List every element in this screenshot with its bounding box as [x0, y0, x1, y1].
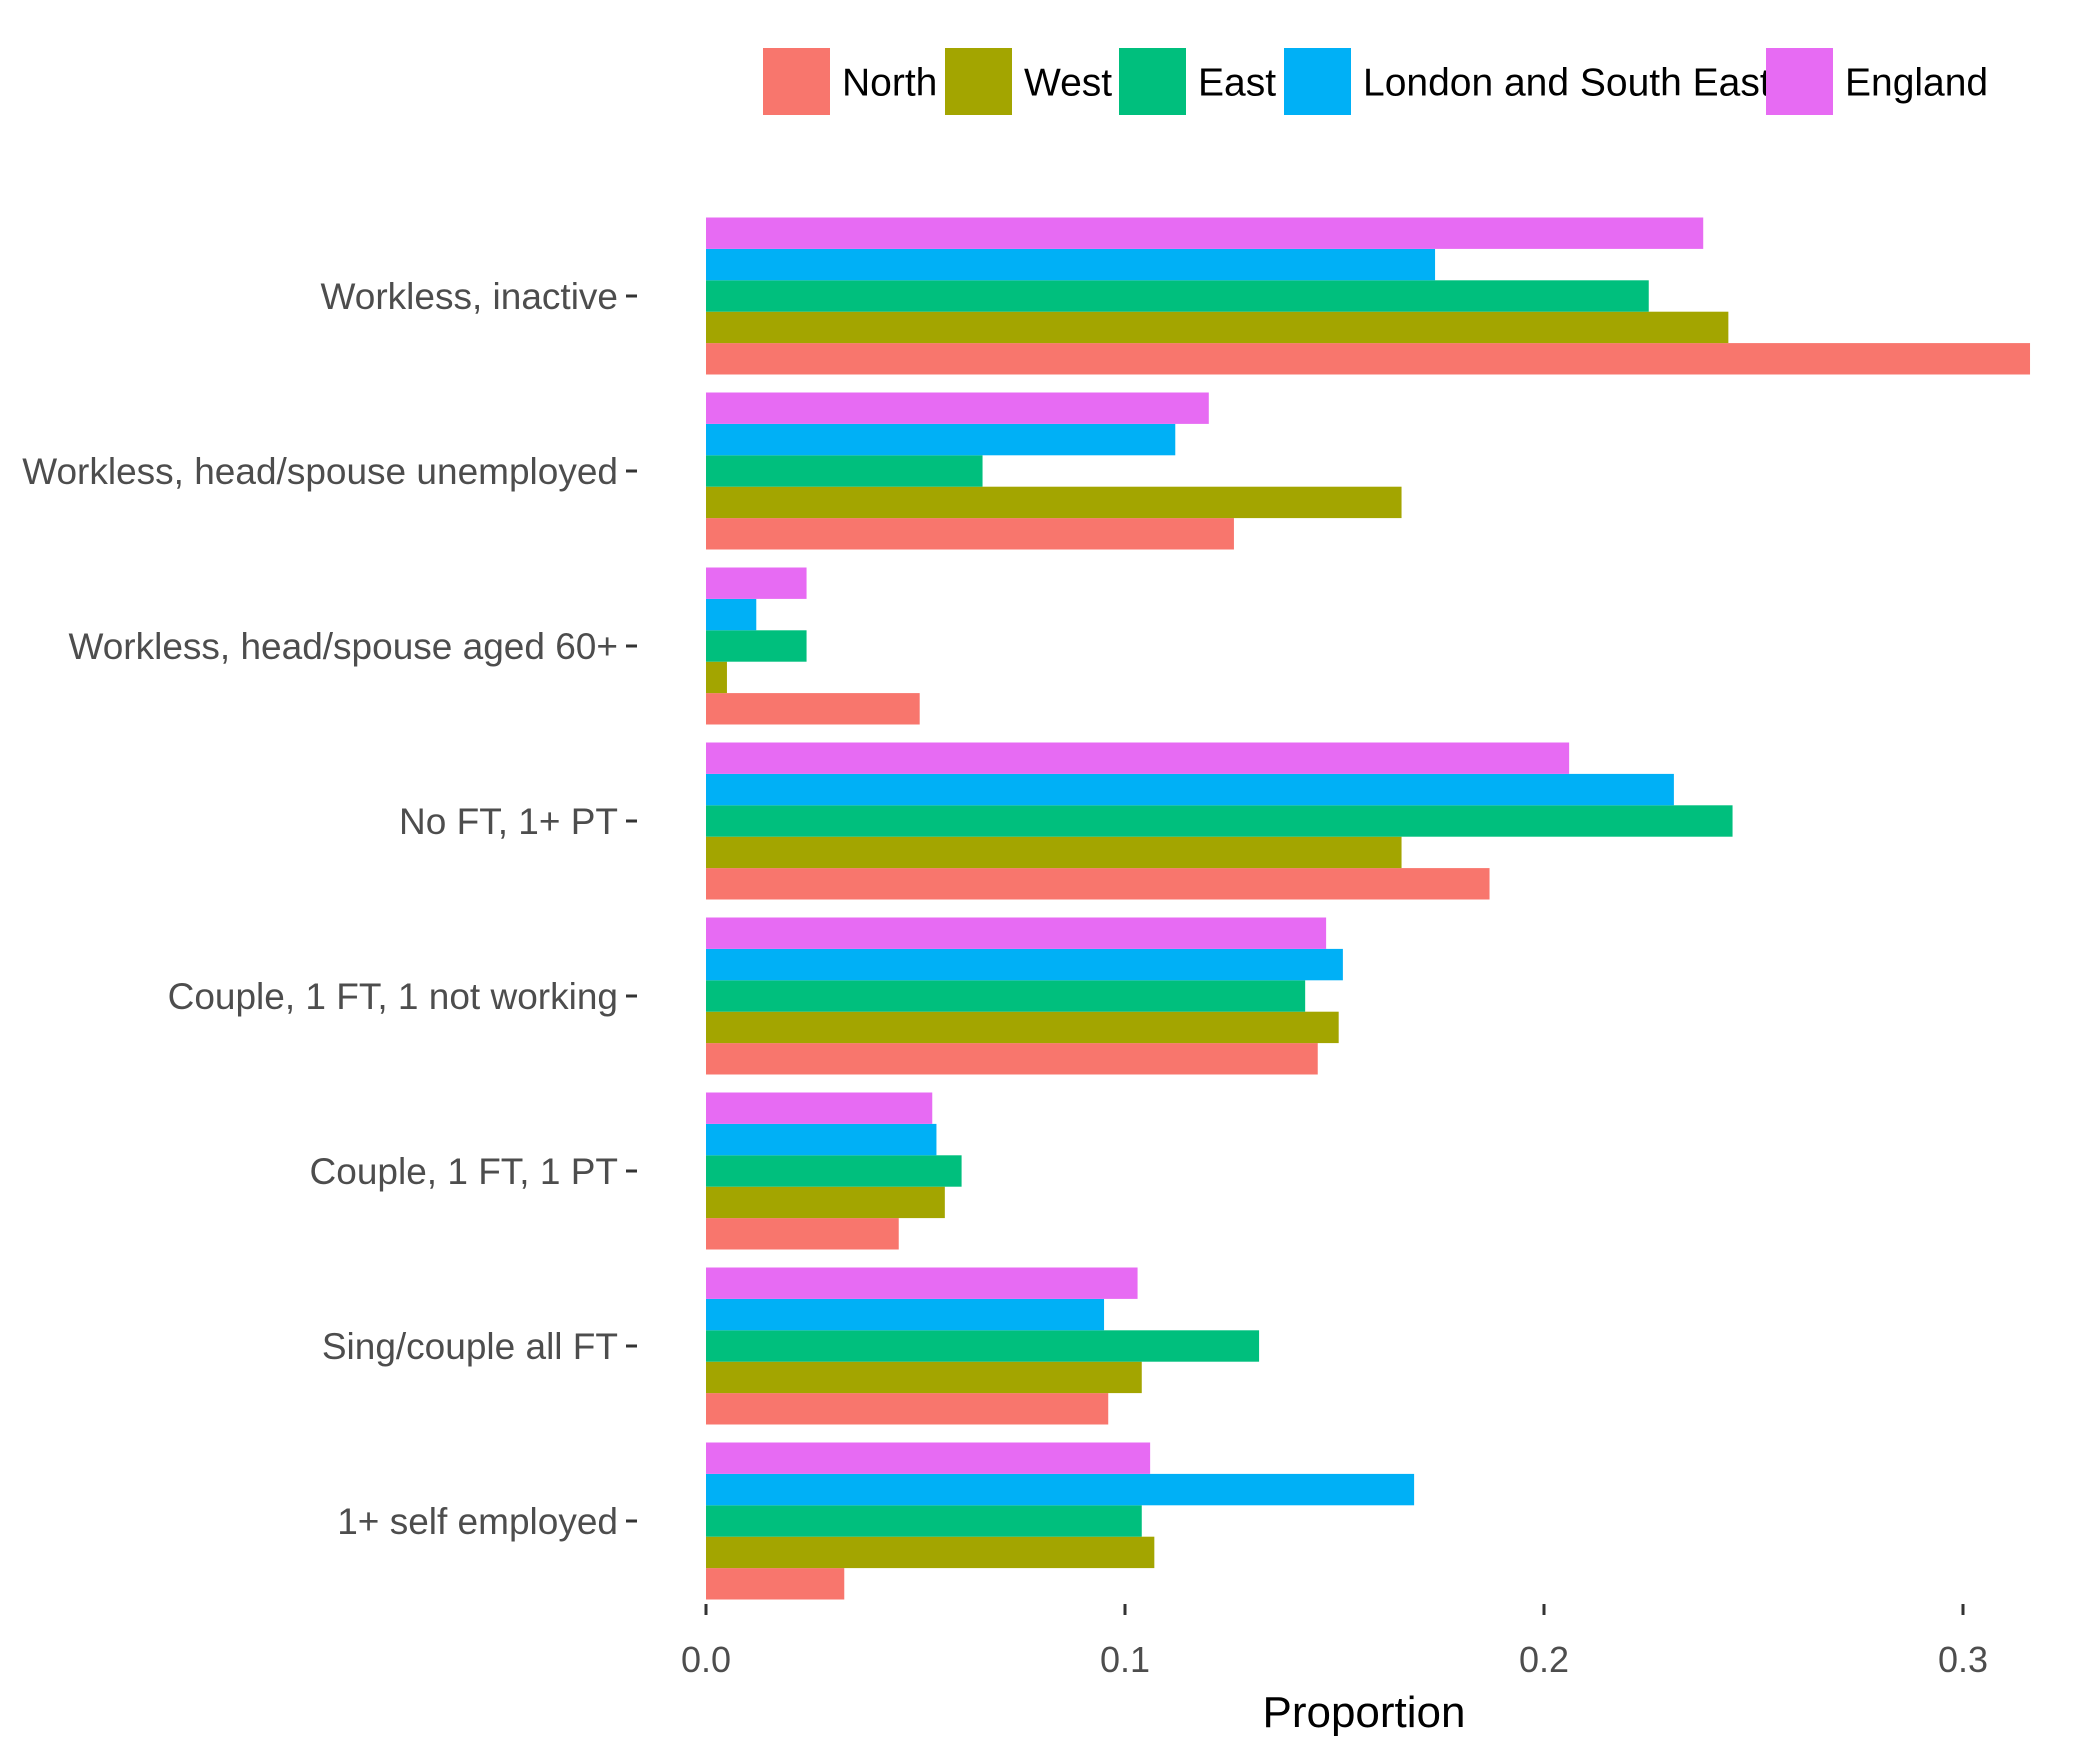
legend-key-england — [1766, 48, 1833, 115]
x-tick-label: 0.2 — [1519, 1639, 1569, 1680]
bar-west-4 — [706, 836, 1402, 869]
bar-west-8 — [706, 1536, 1155, 1569]
y-tick-label: Couple, 1 FT, 1 not working — [168, 976, 618, 1017]
legend-label: North — [842, 62, 937, 105]
legend: North West East London and South East Englan… — [763, 48, 1988, 115]
bar-east-7 — [706, 1330, 1260, 1362]
bar-england-7 — [706, 1267, 1138, 1299]
bar-north-3 — [706, 693, 920, 725]
y-axis: Workless, inactive Workless, head/spouse … — [22, 276, 637, 1542]
legend-key-west — [945, 48, 1012, 115]
bar-west-7 — [706, 1361, 1142, 1394]
bar-north-1 — [706, 343, 2031, 375]
bar-england-1 — [706, 217, 1704, 249]
bar-north-7 — [706, 1393, 1109, 1425]
bar-east-8 — [706, 1505, 1142, 1537]
bar-north-8 — [706, 1568, 845, 1600]
legend-label: West — [1024, 62, 1112, 105]
bar-north-6 — [706, 1218, 899, 1250]
bar-west-3 — [706, 661, 727, 694]
legend-key-london-and-south-east — [1284, 48, 1351, 115]
bar-london-and-south-east-5 — [706, 948, 1343, 981]
y-tick-label: Workless, head/spouse aged 60+ — [68, 626, 618, 667]
bar-east-3 — [706, 630, 807, 662]
bar-west-5 — [706, 1011, 1339, 1044]
bar-east-5 — [706, 980, 1306, 1012]
y-tick-label: Workless, inactive — [321, 276, 618, 317]
bar-west-1 — [706, 311, 1729, 344]
bar-london-and-south-east-7 — [706, 1298, 1105, 1331]
bar-north-5 — [706, 1043, 1318, 1075]
bar-london-and-south-east-6 — [706, 1123, 937, 1156]
bar-east-1 — [706, 280, 1649, 312]
bar-london-and-south-east-1 — [706, 248, 1436, 281]
bar-england-8 — [706, 1442, 1151, 1474]
bar-east-4 — [706, 805, 1733, 837]
bar-west-2 — [706, 486, 1402, 519]
x-tick-label: 0.3 — [1938, 1639, 1988, 1680]
bar-england-4 — [706, 742, 1570, 774]
legend-label: England — [1845, 62, 1988, 105]
y-tick-label: No FT, 1+ PT — [399, 801, 618, 842]
x-axis-title: Proportion — [1262, 1688, 1465, 1737]
y-tick-label: 1+ self employed — [337, 1501, 618, 1542]
y-tick-label: Workless, head/spouse unemployed — [22, 451, 618, 492]
bar-england-3 — [706, 567, 807, 599]
bar-east-6 — [706, 1155, 962, 1187]
bar-west-6 — [706, 1186, 945, 1219]
bar-east-2 — [706, 455, 983, 487]
bar-england-6 — [706, 1092, 933, 1124]
legend-key-east — [1119, 48, 1186, 115]
bar-london-and-south-east-3 — [706, 598, 757, 631]
bar-london-and-south-east-4 — [706, 773, 1674, 806]
legend-label: East — [1198, 62, 1276, 105]
bar-england-2 — [706, 392, 1209, 424]
y-tick-label: Sing/couple all FT — [322, 1326, 618, 1367]
bar-london-and-south-east-8 — [706, 1473, 1415, 1506]
y-tick-label: Couple, 1 FT, 1 PT — [310, 1151, 618, 1192]
bars — [706, 217, 2031, 1600]
x-tick-label: 0.1 — [1100, 1639, 1150, 1680]
bar-north-2 — [706, 518, 1234, 550]
bar-london-and-south-east-2 — [706, 423, 1176, 456]
bar-north-4 — [706, 868, 1490, 900]
x-tick-label: 0.0 — [681, 1639, 731, 1680]
legend-key-north — [763, 48, 830, 115]
x-axis: 0.0 0.1 0.2 0.3 — [681, 1604, 1988, 1680]
bar-england-5 — [706, 917, 1327, 949]
legend-label: London and South East — [1363, 62, 1771, 105]
